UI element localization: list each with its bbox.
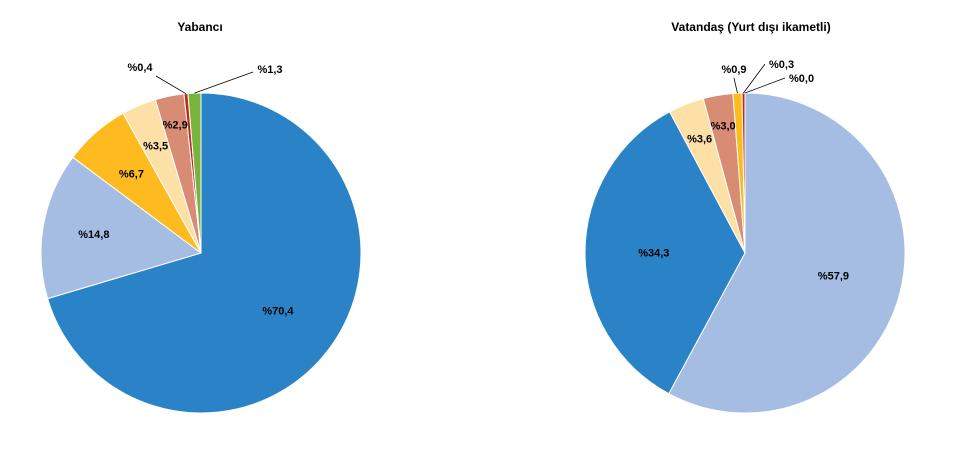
slice-label: %6,7 <box>119 169 144 181</box>
pie-slices <box>584 92 906 414</box>
slice-label: %3,6 <box>687 133 712 145</box>
leader-line <box>194 71 254 94</box>
pie-slice <box>668 92 906 414</box>
pie-chart-svg: %57,9 %34,3 %3,6%3,0 %0,9 %0,3 %0,0 <box>584 59 906 414</box>
pie-labels: %57,9 %34,3 %3,6%3,0 %0,9 %0,3 %0,0 <box>638 59 849 282</box>
slice-label: %14,8 <box>78 229 109 241</box>
leader-line <box>155 75 187 95</box>
slice-label: %0,0 <box>789 73 814 85</box>
slice-label: %57,9 <box>818 270 849 282</box>
chart-title: Vatandaş (Yurt dışı ikametli) <box>671 20 831 34</box>
pie-chart-yabanci: Yabancı %70,4 %14,8 %6,7 %3,5 %2,9 %0,4 %1,3 <box>0 0 400 450</box>
slice-label: %34,3 <box>638 248 669 260</box>
pie-labels: %70,4 %14,8 %6,7 %3,5 %2,9 %0,4 %1,3 <box>78 62 294 317</box>
pie-slice <box>741 92 746 254</box>
slice-label: %3,5 <box>143 140 168 152</box>
leader-line <box>743 63 766 94</box>
slice-label: %70,4 <box>262 305 294 317</box>
pie-chart-svg: %70,4 %14,8 %6,7 %3,5 %2,9 %0,4 %1,3 <box>40 62 362 414</box>
pie-slice <box>187 92 202 254</box>
pie-slice <box>40 156 203 300</box>
pie-slice <box>47 92 362 414</box>
slice-label: %1,3 <box>257 64 282 76</box>
slice-label: %0,3 <box>769 59 794 71</box>
slice-label: %0,9 <box>721 64 746 76</box>
pie-slices <box>40 92 362 414</box>
slice-label: %2,9 <box>163 119 188 131</box>
leader-line <box>733 77 738 94</box>
pie-slice <box>584 111 746 395</box>
slice-label: %3,0 <box>711 120 736 132</box>
leader-line <box>744 77 786 94</box>
chart-title: Yabancı <box>177 20 223 34</box>
slice-label: %0,4 <box>127 62 153 74</box>
pie-chart-vatandas: Vatandaş (Yurt dışı ikametli) %57,9 %34,3… <box>545 0 957 450</box>
